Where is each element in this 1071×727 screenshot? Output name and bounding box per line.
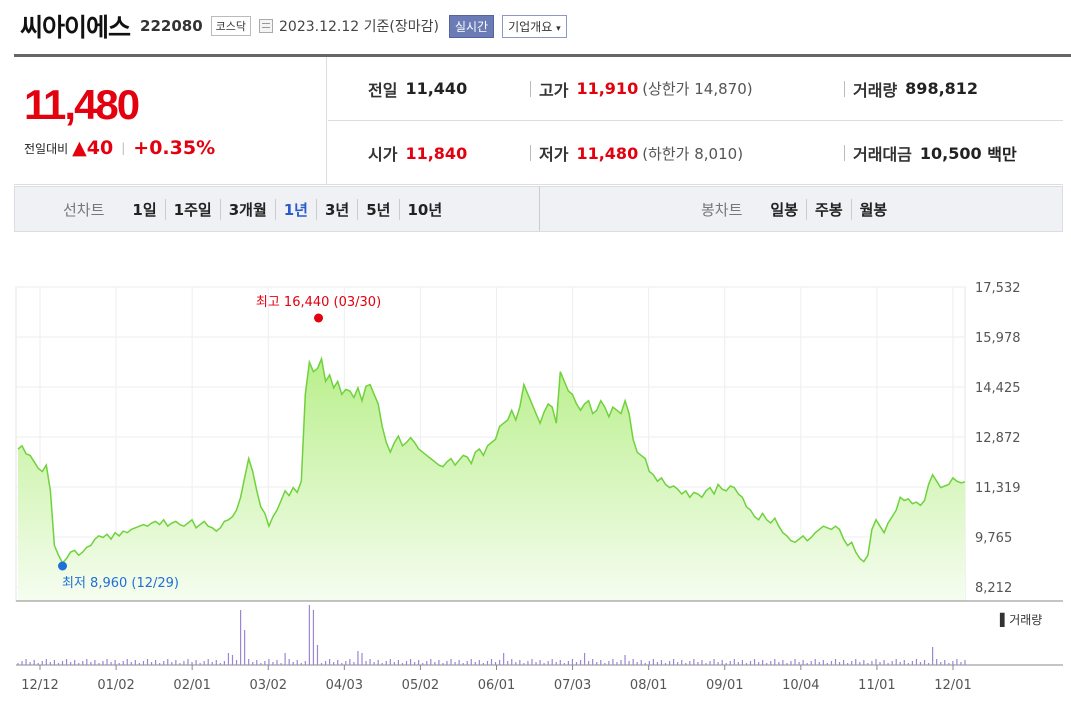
- price-chart-svg[interactable]: 17,532 15,978 14,425 12,872 11,319 9,765 8,212…: [0, 232, 1071, 727]
- price-change: 전일대비 ▲40 | +0.35%: [24, 137, 215, 159]
- divider: |: [121, 141, 126, 155]
- price-summary: 11,480 전일대비 ▲40 | +0.35% 전일 11,440 고가 11,9…: [14, 57, 1063, 185]
- tab-3y[interactable]: 3년: [316, 198, 357, 220]
- x-tick-label: 12/12: [21, 678, 58, 693]
- x-tick-label: 12/01: [934, 678, 971, 693]
- stock-code: 222080: [140, 17, 203, 35]
- price-line: [17, 356, 966, 565]
- chart-tabs: 선차트 1일 1주일 3개월 1년 3년 5년 10년 봉차트 일봉 주봉 월봉: [14, 186, 1063, 232]
- realtime-button[interactable]: 실시간: [448, 14, 495, 38]
- open-price: 시가 11,840: [368, 143, 468, 165]
- candle-chart-title: 봉차트: [701, 200, 743, 219]
- x-tick-label: 01/02: [97, 678, 134, 693]
- y-tick-label: 9,765: [975, 531, 1012, 546]
- day-low: 저가 11,480 (하한가 8,010): [522, 141, 743, 165]
- stock-name: 씨아이에스: [20, 13, 131, 42]
- x-tick-label: 05/02: [402, 678, 439, 693]
- x-tick-label: 10/04: [782, 678, 819, 693]
- up-triangle-icon: ▲: [72, 137, 87, 159]
- stock-header: 씨아이에스 222080 코스닥 2023.12.12 기준(장마감) 실시간 …: [20, 8, 567, 44]
- current-price: 11,480: [24, 81, 140, 128]
- line-chart-tabs: 선차트 1일 1주일 3개월 1년 3년 5년 10년: [15, 187, 540, 231]
- x-tick-label: 07/03: [554, 678, 591, 693]
- max-label: 최고 16,440 (03/30): [256, 295, 381, 310]
- prev-close: 전일 11,440: [368, 79, 468, 100]
- line-chart-title: 선차트: [63, 200, 105, 219]
- market-badge: 코스닥: [210, 16, 252, 36]
- x-tick-label: 03/02: [250, 678, 287, 693]
- trade-amount: 거래대금 10,500 백만: [836, 141, 1017, 165]
- change-label: 전일대비: [24, 141, 69, 156]
- min-point: [58, 561, 68, 571]
- price-area: [18, 358, 965, 601]
- company-overview-dropdown[interactable]: 기업개요 ▾: [502, 14, 567, 38]
- tab-1d[interactable]: 1일: [132, 200, 157, 219]
- y-tick-label: 11,319: [975, 481, 1021, 496]
- x-tick-label: 08/01: [630, 678, 667, 693]
- day-high: 고가 11,910 (상한가 14,870): [522, 77, 753, 101]
- current-price-panel: 11,480 전일대비 ▲40 | +0.35%: [14, 57, 327, 185]
- x-tick-label: 11/01: [858, 678, 895, 693]
- min-label: 최저 8,960 (12/29): [62, 576, 179, 591]
- tab-monthly[interactable]: 월봉: [850, 198, 896, 220]
- max-point: [314, 313, 324, 323]
- x-tick-label: 06/01: [478, 678, 515, 693]
- y-tick-label: 14,425: [975, 381, 1021, 396]
- change-percent: +0.35%: [133, 137, 216, 159]
- header-divider: [14, 54, 1071, 57]
- tab-1w[interactable]: 1주일: [164, 198, 220, 220]
- volume: 거래량 898,812: [836, 77, 978, 101]
- x-tick-label: 04/03: [326, 678, 363, 693]
- tab-weekly[interactable]: 주봉: [806, 198, 851, 220]
- x-tick-label: 09/01: [706, 678, 743, 693]
- change-value: ▲40: [72, 137, 114, 159]
- tab-daily[interactable]: 일봉: [770, 200, 799, 219]
- price-chart[interactable]: 17,532 15,978 14,425 12,872 11,319 9,765 8,212…: [0, 232, 1071, 727]
- quote-date: 2023.12.12 기준(장마감): [279, 19, 439, 35]
- y-tick-label: 17,532: [975, 281, 1021, 296]
- volume-legend: ▌거래량: [999, 612, 1042, 627]
- x-tick-label: 02/01: [173, 678, 210, 693]
- tab-10y[interactable]: 10년: [398, 198, 451, 220]
- calendar-icon: [259, 19, 274, 33]
- y-tick-label: 15,978: [975, 331, 1021, 346]
- candle-chart-tabs: 봉차트 일봉 주봉 월봉: [541, 187, 1062, 231]
- tab-5y[interactable]: 5년: [357, 198, 398, 220]
- y-tick-label: 12,872: [975, 431, 1021, 446]
- chevron-down-icon: ▾: [556, 23, 561, 34]
- tab-3m[interactable]: 3개월: [219, 198, 275, 220]
- y-tick-label: 8,212: [975, 581, 1012, 596]
- stats-grid: 전일 11,440 고가 11,910 (상한가 14,870) 거래량 898,812…: [328, 57, 1063, 185]
- tab-1y[interactable]: 1년: [274, 198, 316, 220]
